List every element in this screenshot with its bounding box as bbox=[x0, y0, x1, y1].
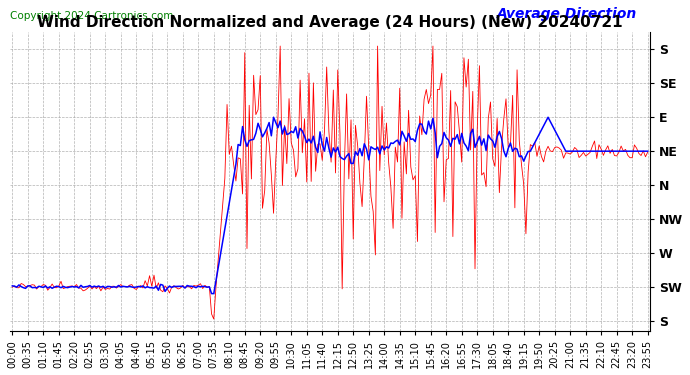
Title: Wind Direction Normalized and Average (24 Hours) (New) 20240721: Wind Direction Normalized and Average (2… bbox=[37, 15, 623, 30]
Text: Copyright 2024 Cartronics.com: Copyright 2024 Cartronics.com bbox=[10, 10, 173, 21]
Text: Average Direction: Average Direction bbox=[497, 6, 637, 21]
